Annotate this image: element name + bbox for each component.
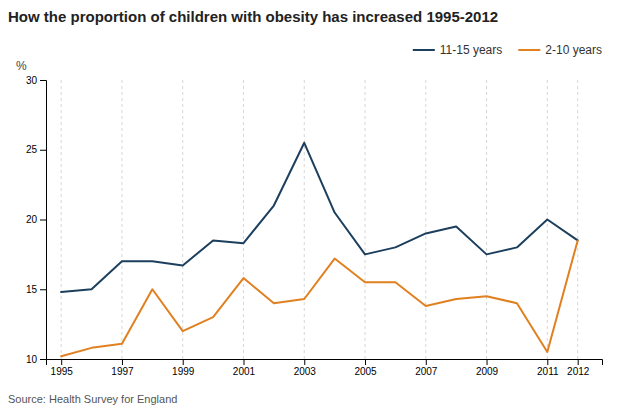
legend-label: 2-10 years <box>545 43 602 57</box>
x-tick-mark <box>183 359 184 365</box>
y-tick-label: 30 <box>26 75 38 86</box>
y-tick-mark <box>40 289 46 290</box>
x-tick-mark <box>243 359 244 365</box>
grid-line <box>425 80 426 359</box>
legend: 11-15 years 2-10 years <box>413 43 602 57</box>
legend-item: 11-15 years <box>413 43 502 57</box>
y-tick-label: 15 <box>26 284 38 295</box>
chart-container: How the proportion of children with obes… <box>0 0 624 411</box>
x-tick-label: 2007 <box>415 366 438 377</box>
plot: 1995 1997 1999 2001 2003 2005 2007 2009 2011 2012… <box>16 59 603 377</box>
y-axis-line <box>40 81 47 360</box>
x-tick: 2005 <box>354 359 377 377</box>
y-tick: 10 <box>26 354 46 365</box>
y-axis: 10 15 20 25 30 <box>26 75 47 365</box>
x-axis-line <box>47 360 603 366</box>
legend-swatch <box>518 49 540 51</box>
chart-svg: How the proportion of children with obes… <box>0 0 624 411</box>
x-tick-mark <box>304 359 305 365</box>
x-tick-label: 2012 <box>567 366 590 377</box>
y-tick-label: 10 <box>26 354 38 365</box>
grid-line <box>182 80 183 359</box>
x-tick-label: 2009 <box>476 366 499 377</box>
legend-item: 2-10 years <box>518 43 602 57</box>
y-tick-mark <box>40 80 46 81</box>
grid-line <box>365 80 366 359</box>
y-tick-mark <box>40 220 46 221</box>
x-tick-label: 1999 <box>172 366 195 377</box>
title: How the proportion of children with obes… <box>8 8 498 25</box>
y-tick: 15 <box>26 284 46 295</box>
grid-line <box>243 80 244 359</box>
grid-line <box>304 80 305 359</box>
x-tick-label: 1995 <box>51 366 74 377</box>
x-tick-mark <box>365 359 366 365</box>
x-tick-label: 2011 <box>537 366 559 377</box>
x-tick: 1995 <box>51 359 74 377</box>
grid-line <box>577 80 578 359</box>
x-tick-mark <box>578 359 579 365</box>
x-tick: 2003 <box>294 359 317 377</box>
legend-label: 11-15 years <box>440 43 502 57</box>
y-tick: 20 <box>26 214 46 225</box>
grid-line <box>486 80 487 359</box>
x-tick-mark <box>61 359 62 365</box>
x-tick-mark <box>547 359 548 365</box>
x-axis: 1995 1997 1999 2001 2003 2005 2007 2009 2011 2012 <box>47 359 603 377</box>
y-axis-label: % <box>16 59 27 73</box>
y-tick: 25 <box>26 144 46 155</box>
x-tick-label: 2003 <box>294 366 317 377</box>
y-tick-mark <box>40 150 46 151</box>
grid-line <box>61 80 62 359</box>
y-tick: 30 <box>26 75 46 86</box>
x-tick-mark <box>122 359 123 365</box>
x-tick: 2001 <box>233 359 256 377</box>
annotation: Source: Health Survey for England <box>8 393 177 405</box>
x-tick-label: 2005 <box>354 366 377 377</box>
x-tick: 2007 <box>415 359 438 377</box>
series-group <box>61 143 578 356</box>
x-tick: 2012 <box>567 359 590 377</box>
x-tick: 2009 <box>476 359 499 377</box>
legend-swatch <box>413 49 435 51</box>
x-tick-label: 2001 <box>233 366 256 377</box>
series-line <box>61 240 578 356</box>
y-tick-mark <box>40 359 46 360</box>
y-tick-label: 25 <box>26 144 38 155</box>
x-tick-label: 1997 <box>111 366 134 377</box>
x-tick-mark <box>426 359 427 365</box>
x-tick: 1997 <box>111 359 134 377</box>
grid-line <box>121 80 122 359</box>
x-tick-mark <box>487 359 488 365</box>
y-tick-label: 20 <box>26 214 38 225</box>
x-tick: 2011 <box>537 359 559 377</box>
x-grid <box>61 80 578 359</box>
series-line <box>61 143 578 292</box>
x-tick: 1999 <box>172 359 195 377</box>
